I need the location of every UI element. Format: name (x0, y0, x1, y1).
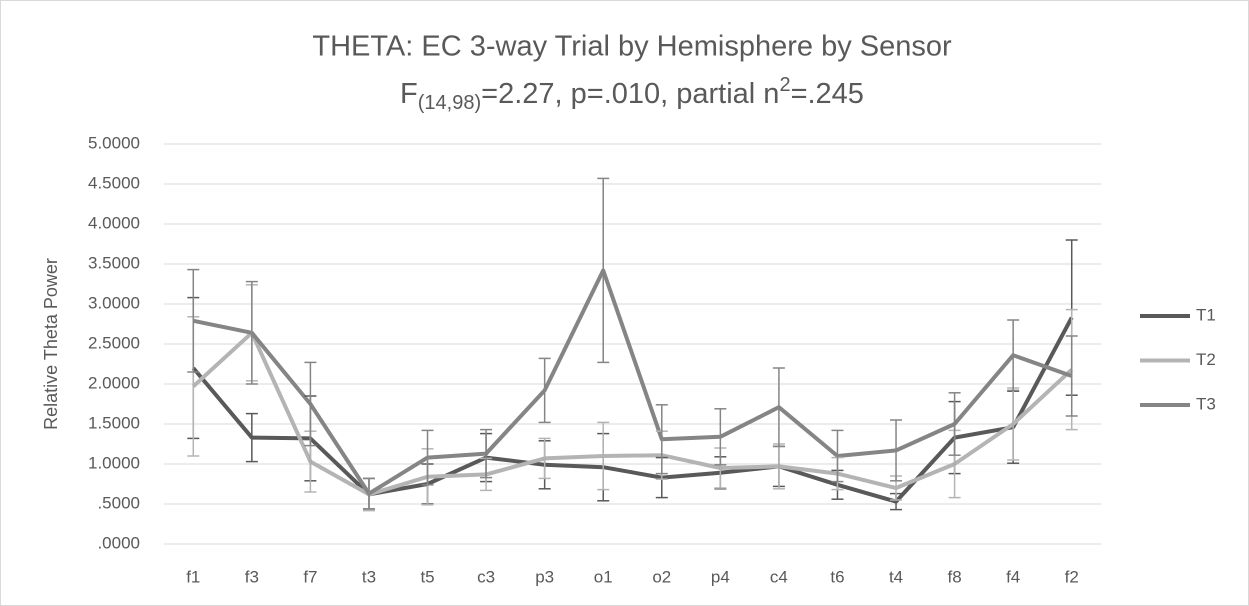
y-axis-label: Relative Theta Power (41, 258, 61, 430)
legend-label: T2 (1196, 350, 1216, 369)
error-bar (245, 280, 258, 385)
error-bar (1065, 335, 1078, 417)
x-tick-label: c4 (770, 567, 788, 586)
error-bar (597, 177, 610, 364)
y-tick-label: 5.0000 (88, 133, 140, 152)
x-tick-label: f2 (1065, 567, 1079, 586)
error-bar (304, 361, 317, 447)
x-tick-label: t6 (830, 567, 844, 586)
legend-label: T3 (1196, 394, 1216, 413)
error-bar (948, 392, 961, 456)
error-bar (480, 428, 493, 479)
x-tick-label: o1 (594, 567, 613, 586)
legend-label: T1 (1196, 305, 1216, 324)
chart-subtitle: F(14,98)=2.27, p=.010, partial n2=.245 (400, 74, 864, 114)
error-bar (714, 408, 727, 466)
subtitle-superscript: 2 (779, 74, 790, 96)
x-tick-label: o2 (652, 567, 671, 586)
x-tick-label: f4 (1006, 567, 1020, 586)
x-tick-label: t3 (362, 567, 376, 586)
chart-title: THETA: EC 3-way Trial by Hemisphere by S… (312, 31, 952, 63)
error-bar (597, 421, 610, 491)
y-tick-label: 3.5000 (88, 253, 140, 272)
y-tick-label: 3.0000 (88, 293, 140, 312)
error-bar (245, 412, 258, 463)
error-bar (538, 437, 551, 480)
error-bar (362, 477, 375, 510)
subtitle-part: =.245 (791, 78, 864, 110)
x-tick-label: t4 (889, 567, 903, 586)
x-tick-label: p3 (535, 567, 554, 586)
x-tick-label: f1 (186, 567, 200, 586)
x-tick-label: t5 (420, 567, 434, 586)
y-tick-label: 1.5000 (88, 413, 140, 432)
x-tick-label: c3 (477, 567, 495, 586)
error-bar (187, 268, 200, 373)
y-tick-label: .0000 (97, 533, 140, 552)
error-bar (772, 367, 785, 448)
x-tick-label: f7 (303, 567, 317, 586)
x-tick-label: p4 (711, 567, 730, 586)
error-bar (421, 429, 434, 486)
x-tick-label: f8 (948, 567, 962, 586)
error-bar (831, 429, 844, 483)
y-tick-label: 2.5000 (88, 333, 140, 352)
x-tick-label: f3 (245, 567, 259, 586)
y-tick-label: 4.5000 (88, 173, 140, 192)
series-line (191, 330, 1074, 497)
series-line (192, 268, 1073, 496)
y-tick-label: 4.0000 (88, 213, 140, 232)
error-bar (890, 419, 903, 482)
subtitle-subscript: (14,98) (418, 92, 481, 114)
y-tick-label: 1.0000 (88, 453, 140, 472)
series-line (191, 316, 1074, 504)
y-tick-label: 2.0000 (88, 373, 140, 392)
error-bar (1007, 319, 1020, 392)
subtitle-part: F (400, 78, 418, 110)
subtitle-part: =2.27, p=.010, partial n (481, 78, 779, 110)
error-bar (538, 357, 551, 424)
error-bar (655, 404, 668, 475)
y-tick-label: .5000 (97, 493, 140, 512)
